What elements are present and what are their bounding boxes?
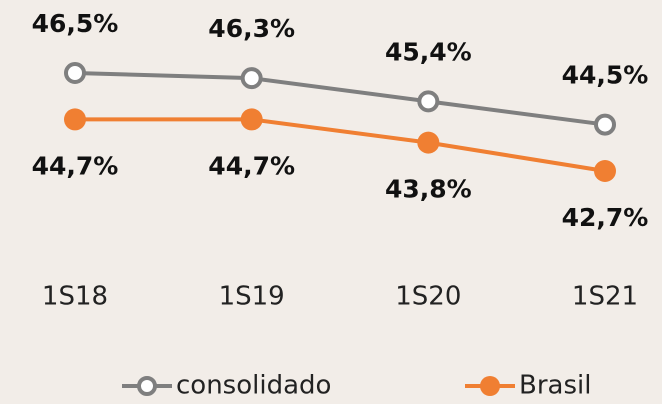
data-label: 44,7% <box>208 151 295 180</box>
legend-marker <box>137 376 157 396</box>
x-tick-label: 1S18 <box>42 282 108 312</box>
point <box>417 131 440 154</box>
data-label: 44,7% <box>32 151 119 180</box>
legend-label: consolidado <box>176 371 331 401</box>
data-label: 43,8% <box>385 175 472 204</box>
x-tick-label: 1S21 <box>572 282 638 312</box>
point <box>594 160 616 182</box>
data-label: 45,4% <box>385 37 472 66</box>
point <box>240 108 263 131</box>
data-label: 46,3% <box>208 14 295 43</box>
series-line <box>74 71 606 127</box>
point <box>417 90 440 113</box>
point <box>64 108 86 131</box>
x-tick-label: 1S20 <box>395 282 461 312</box>
data-label: 44,5% <box>562 61 649 90</box>
legend-marker <box>480 376 500 396</box>
point <box>594 113 616 136</box>
legend-label: Brasil <box>519 371 591 401</box>
data-label: 46,5% <box>32 9 119 38</box>
x-tick-label: 1S19 <box>219 282 285 312</box>
data-label: 42,7% <box>562 203 649 232</box>
series-line <box>75 117 606 173</box>
point <box>64 62 86 84</box>
point <box>240 67 263 90</box>
